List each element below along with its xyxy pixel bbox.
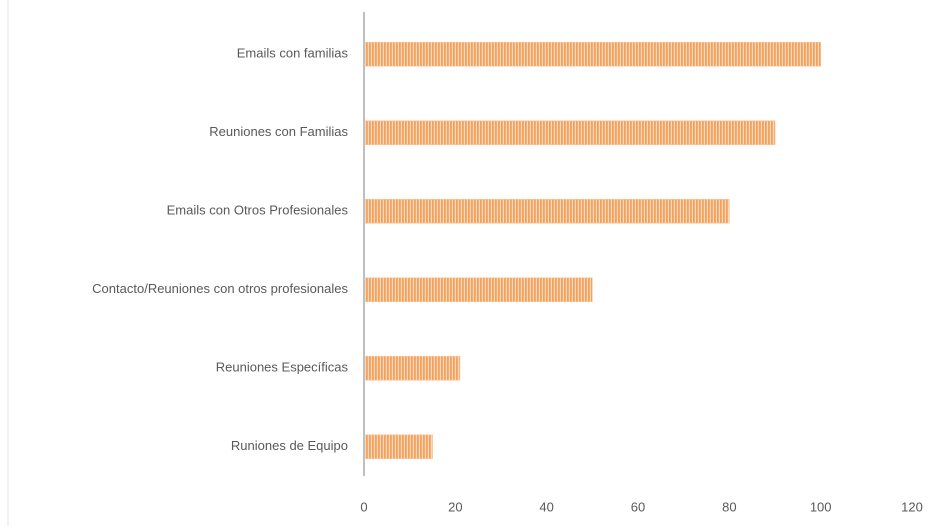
x-tick-label: 120 bbox=[901, 499, 923, 514]
bar bbox=[363, 277, 593, 303]
y-tick-label: Emails con Otros Profesionales bbox=[167, 203, 349, 218]
y-tick-label: Reuniones con Familias bbox=[209, 124, 348, 139]
x-tick-label: 100 bbox=[810, 499, 832, 514]
x-tick-label: 40 bbox=[539, 499, 553, 514]
x-tick-label: 0 bbox=[360, 499, 367, 514]
y-tick-label: Contacto/Reuniones con otros profesional… bbox=[92, 281, 348, 296]
x-tick-label: 20 bbox=[448, 499, 462, 514]
x-tick-label: 60 bbox=[631, 499, 645, 514]
bar bbox=[363, 434, 433, 460]
x-tick-label: 80 bbox=[722, 499, 736, 514]
y-tick-label: Reuniones Específicas bbox=[216, 360, 349, 375]
bar bbox=[363, 355, 461, 381]
bar bbox=[363, 120, 776, 146]
y-tick-label: Runiones de Equipo bbox=[231, 438, 348, 453]
bar bbox=[363, 198, 730, 224]
y-tick-label: Emails con familias bbox=[237, 46, 349, 61]
bar bbox=[363, 41, 821, 67]
